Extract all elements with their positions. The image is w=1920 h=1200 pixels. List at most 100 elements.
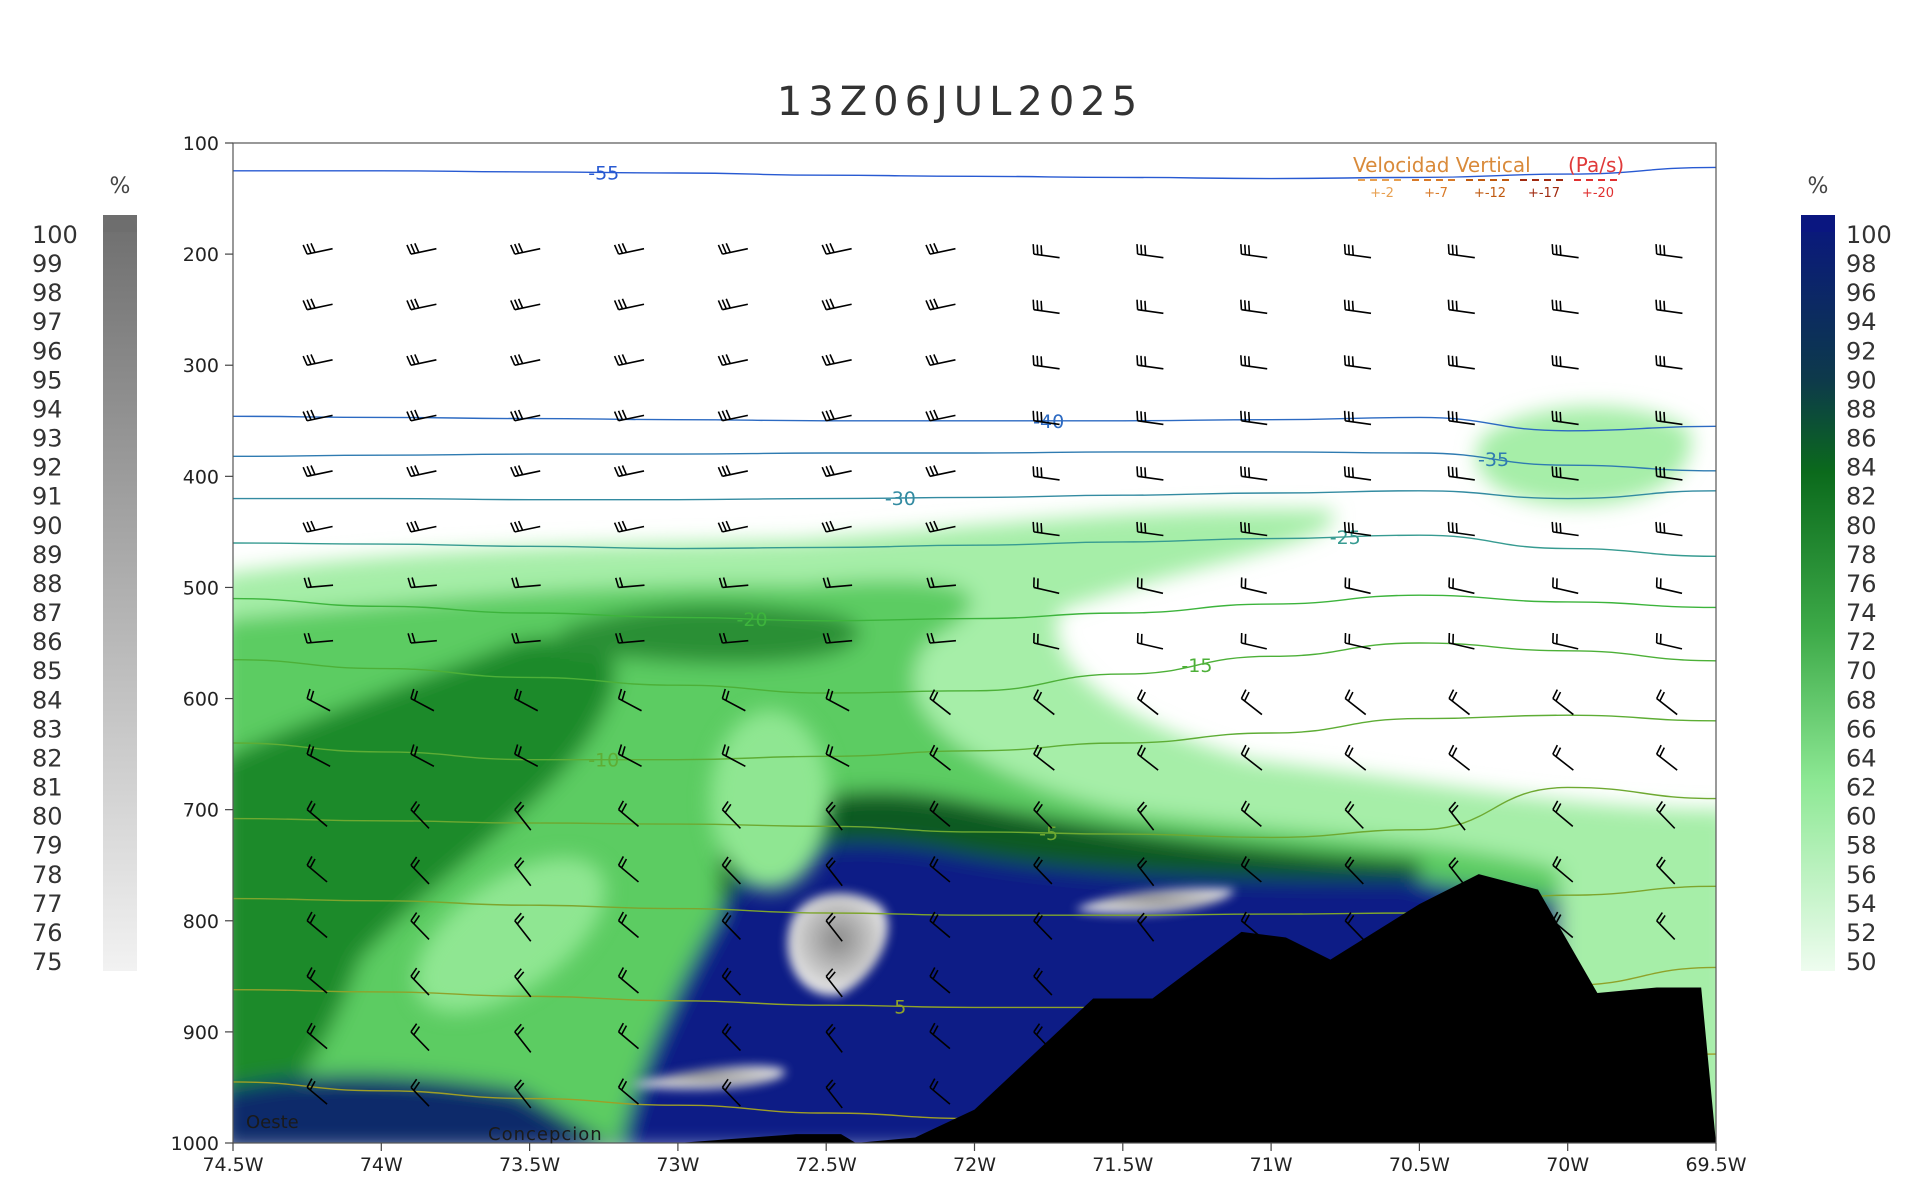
colorbar-label: 80 bbox=[1846, 512, 1877, 540]
wind-barb bbox=[825, 801, 843, 831]
terrain-layer bbox=[233, 874, 1716, 1143]
humidity-dark-green-core bbox=[560, 604, 860, 665]
wind-barb bbox=[1552, 911, 1574, 939]
wind-barb bbox=[406, 354, 437, 367]
wind-barb bbox=[407, 577, 437, 589]
x-tick-label: 69.5W bbox=[1685, 1154, 1746, 1176]
colorbar-label: 74 bbox=[1846, 599, 1877, 627]
wind-barb bbox=[825, 857, 843, 887]
wind-barb bbox=[1447, 355, 1475, 370]
colorbar-label: 72 bbox=[1846, 628, 1877, 656]
wind-barb bbox=[1655, 577, 1683, 595]
colorbar-label: 82 bbox=[1846, 483, 1877, 511]
wind-barb bbox=[1551, 410, 1579, 426]
colorbar-label: 96 bbox=[32, 337, 63, 365]
colorbar-label: 98 bbox=[32, 279, 63, 307]
wind-barb bbox=[721, 744, 746, 768]
wind-barb bbox=[514, 1079, 532, 1109]
colorbar-label: 100 bbox=[1846, 221, 1892, 249]
wind-barb bbox=[1033, 689, 1055, 716]
wind-barb bbox=[1344, 577, 1371, 595]
colorbar-label: 66 bbox=[1846, 715, 1877, 743]
y-tick-label: 500 bbox=[183, 577, 219, 599]
wind-barb bbox=[1344, 744, 1367, 771]
wind-barb bbox=[822, 577, 853, 589]
wind-barb bbox=[306, 688, 331, 712]
colorbar-label: 82 bbox=[32, 744, 63, 772]
wind-barb bbox=[1552, 856, 1574, 883]
temperature-contour-label: -55 bbox=[588, 162, 619, 184]
colorbar-label: 85 bbox=[32, 657, 63, 685]
wind-barb bbox=[306, 1022, 328, 1050]
y-tick-label: 600 bbox=[183, 689, 219, 711]
temperature-contour-label: -15 bbox=[1181, 655, 1212, 677]
wind-barb bbox=[1552, 577, 1579, 595]
wind-barb bbox=[1136, 857, 1155, 887]
gray-patch-3 bbox=[630, 1065, 786, 1090]
annotation-city: Concepcion bbox=[488, 1124, 603, 1145]
wind-barb bbox=[929, 967, 951, 994]
wind-barb bbox=[1343, 355, 1372, 370]
gray-patch-1 bbox=[787, 893, 888, 996]
wind-barb bbox=[1344, 632, 1371, 650]
colorbar-label: 88 bbox=[1846, 395, 1877, 423]
vv-legend-label: +-12 bbox=[1474, 186, 1506, 201]
colorbar-label: 93 bbox=[32, 425, 63, 453]
wind-barb bbox=[306, 800, 328, 827]
x-tick-label: 70.5W bbox=[1389, 1154, 1450, 1176]
wind-barb bbox=[1655, 744, 1678, 771]
wind-barb bbox=[1447, 244, 1475, 259]
wind-barb bbox=[613, 298, 645, 311]
wind-barb bbox=[617, 800, 640, 827]
wind-barb bbox=[1448, 857, 1466, 887]
wind-barb bbox=[1136, 355, 1164, 370]
wind-barb bbox=[1552, 800, 1574, 827]
colorbar-label: 99 bbox=[32, 250, 63, 278]
y-tick-label: 300 bbox=[183, 355, 219, 377]
gray-colorbar-unit: % bbox=[110, 174, 131, 199]
colorbar-label: 96 bbox=[1846, 279, 1877, 307]
y-tick-label: 100 bbox=[183, 133, 219, 155]
wind-barb bbox=[1032, 244, 1060, 259]
y-tick-label: 700 bbox=[183, 800, 219, 822]
wind-barb bbox=[617, 744, 642, 768]
wind-barb bbox=[1448, 801, 1466, 831]
wind-barb bbox=[825, 688, 850, 712]
colorbar-label: 92 bbox=[32, 454, 63, 482]
colorbar-label: 56 bbox=[1846, 861, 1877, 889]
wind-barb bbox=[925, 242, 956, 255]
x-tick-label: 71.5W bbox=[1092, 1154, 1153, 1176]
colorbar-label: 77 bbox=[32, 890, 63, 918]
colorbar-label: 75 bbox=[32, 948, 63, 976]
wind-barb bbox=[825, 1023, 843, 1053]
wind-barb bbox=[926, 577, 956, 589]
wind-barb bbox=[613, 409, 645, 422]
colorbar-label: 81 bbox=[32, 774, 63, 802]
wind-barb bbox=[717, 242, 748, 255]
colorbar-label: 54 bbox=[1846, 890, 1877, 918]
wind-barb bbox=[1655, 244, 1683, 259]
temperature-contour-line bbox=[233, 786, 1716, 839]
wind-barb bbox=[410, 1078, 430, 1107]
colorbar-label: 94 bbox=[32, 395, 63, 423]
wind-barb bbox=[407, 632, 437, 644]
temperature-contour-line bbox=[233, 642, 1716, 694]
wind-barb bbox=[510, 354, 541, 367]
wind-barb bbox=[1655, 689, 1678, 716]
x-axis: 74.5W 74W 73.5W 73W 72.5W 72W 71.5W 71W 70.5W 70W… bbox=[202, 1143, 1747, 1176]
wind-barb bbox=[514, 857, 532, 887]
wind-barb bbox=[721, 912, 742, 941]
y-tick-label: 900 bbox=[183, 1022, 219, 1044]
wind-barb bbox=[718, 632, 749, 644]
wind-barb bbox=[1447, 299, 1475, 315]
wind-barb bbox=[1551, 355, 1579, 370]
wind-barb bbox=[721, 800, 742, 829]
wind-barb bbox=[510, 465, 541, 478]
wind-barb bbox=[1448, 689, 1471, 716]
wind-barb bbox=[925, 409, 956, 422]
wind-barb bbox=[410, 744, 435, 768]
temperature-contour-line bbox=[233, 415, 1716, 432]
vv-legend-title: Velocidad Vertical bbox=[1353, 153, 1531, 177]
vv-legend-label: +-2 bbox=[1370, 186, 1394, 201]
wind-barb bbox=[717, 465, 748, 478]
